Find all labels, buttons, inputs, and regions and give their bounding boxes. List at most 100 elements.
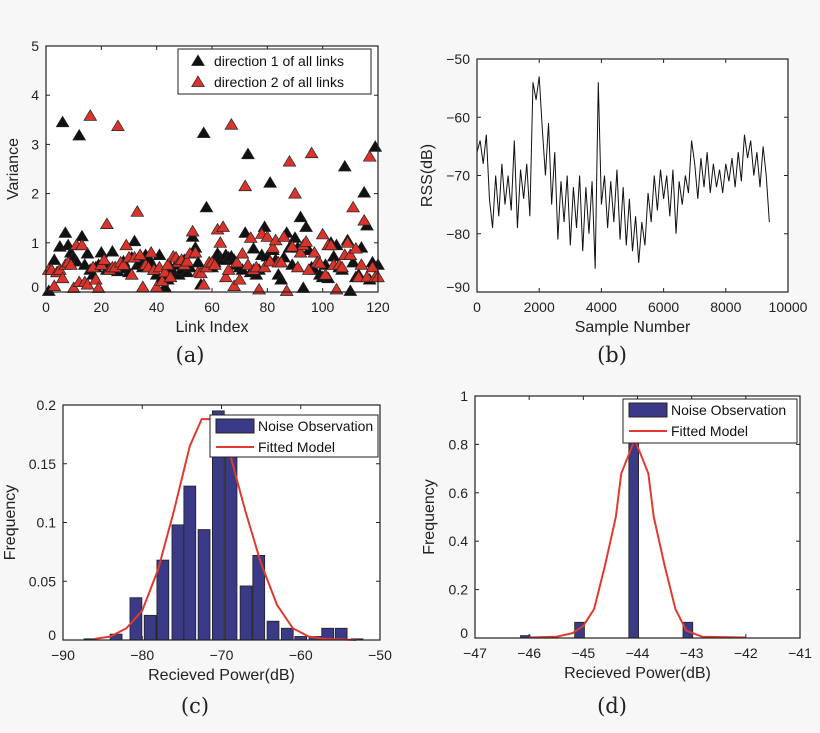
rss-series-line <box>476 76 770 269</box>
y-tick-label: 0.6 <box>449 485 469 501</box>
panel-b: 0 2000 4000 6000 8000 10000 −90 −80 −70 −60 −50 Sam… <box>419 51 808 367</box>
scatter-point-dir1 <box>337 159 352 172</box>
y-tick-label: 0 <box>48 627 56 643</box>
scatter-point-dir2 <box>227 279 242 291</box>
histogram-bar <box>266 620 280 641</box>
y-tick-label: 1 <box>31 235 39 251</box>
x-tick-label: 10000 <box>769 299 808 315</box>
scatter-point-dir2 <box>263 254 278 267</box>
x-tick-label: 0 <box>42 299 50 315</box>
legend-bar-swatch <box>215 418 255 434</box>
scatter-point-dir1 <box>105 244 120 257</box>
scatter-point-dir1 <box>357 185 372 198</box>
x-axis-label: Link Index <box>176 319 249 336</box>
x-tick-label: 20 <box>94 299 110 315</box>
x-axis-label: Recieved Power(dB) <box>148 667 295 684</box>
histogram-bar <box>156 559 170 641</box>
scatter-point-dir2 <box>124 268 139 280</box>
scatter-point-dir2 <box>348 242 363 254</box>
histogram-bar <box>682 621 694 639</box>
legend-label: Noise Observation <box>671 402 786 418</box>
scatter-point-dir1 <box>55 115 70 128</box>
x-tick-label: −50 <box>368 647 392 663</box>
legend-marker-triangle <box>191 54 205 66</box>
scatter-point-dir2 <box>218 270 233 283</box>
legend: Noise Observation Fitted Model <box>209 414 379 458</box>
scatter-point-dir1 <box>246 242 261 254</box>
y-tick-label: 2 <box>31 186 39 202</box>
y-tick-label: 0.2 <box>37 397 57 413</box>
axes-frame <box>474 395 801 639</box>
panel-caption: (d) <box>597 694 627 718</box>
x-tick-label: −44 <box>626 645 650 661</box>
scatter-point-dir2 <box>307 245 322 258</box>
y-tick-label: 0.1 <box>37 515 57 531</box>
y-tick-label: 3 <box>31 136 39 152</box>
scatter-point-dir2 <box>194 266 208 279</box>
scatter-point-dir2 <box>324 238 338 251</box>
scatter-point-dir1 <box>299 220 313 232</box>
scatter-point-dir2 <box>312 256 327 269</box>
scatter-point-dir2 <box>88 273 103 285</box>
x-tick-label: −41 <box>788 645 812 661</box>
x-tick-label: −42 <box>734 645 758 661</box>
scatter-point-dir2 <box>144 245 159 258</box>
scatter-point-dir2 <box>346 200 361 213</box>
scatter-point-dir2 <box>47 279 62 291</box>
scatter-point-dir2 <box>133 248 147 260</box>
legend-bar-swatch <box>628 402 668 418</box>
y-tick-label: −60 <box>446 109 470 125</box>
scatter-point-dir1 <box>77 258 92 270</box>
x-axis-label: Recieved Power(dB) <box>564 665 711 682</box>
y-tick-label: 4 <box>31 87 39 103</box>
histogram-bar <box>280 627 294 641</box>
axes-frame <box>45 45 379 293</box>
y-tick-label: 0.2 <box>449 582 469 598</box>
x-tick-label: −43 <box>680 645 704 661</box>
scatter-point-dir2 <box>63 258 78 270</box>
scatter-point-dir2 <box>288 186 302 199</box>
scatter-point-dir2 <box>185 224 200 237</box>
scatter-point-dir2 <box>304 146 319 159</box>
histogram-bar <box>334 627 348 641</box>
scatter-point-dir2 <box>265 241 280 253</box>
histogram-bar <box>171 524 185 641</box>
panel-d: −47 −46 −45 −44 −43 −42 −41 0 0.2 0.4 0.6 0.8 1 Noise… <box>421 388 812 718</box>
scatter-point-dir1 <box>72 128 87 141</box>
scatter-point-dir2 <box>285 240 300 252</box>
scatter-point-dir2 <box>274 255 289 268</box>
scatter-point-dir1 <box>127 234 142 247</box>
legend-label: direction 2 of all links <box>214 74 344 90</box>
scatter-point-dir1 <box>288 231 302 243</box>
scatter-point-dir2 <box>216 220 230 232</box>
x-tick-label: 100 <box>311 299 335 315</box>
legend: direction 1 of all links direction 2 of a… <box>177 48 372 95</box>
scatter-point-dir1 <box>47 253 62 265</box>
scatter-point-dir2 <box>343 248 358 260</box>
x-tick-label: −80 <box>130 647 154 663</box>
fitted-model-line <box>529 436 746 639</box>
histogram-bar <box>239 585 253 641</box>
scatter-point-dir2 <box>282 154 297 167</box>
scatter-point-dir2 <box>315 227 330 240</box>
scatter-point-dir2 <box>354 258 369 270</box>
panel-c: −90 −80 −70 −60 −50 0 0.05 0.1 0.15 0.2 Noise Obse… <box>2 397 392 718</box>
scatter-point-dir1 <box>343 284 358 296</box>
scatter-point-dir2 <box>116 258 131 270</box>
x-tick-label: 2000 <box>524 299 555 315</box>
legend: Noise Observation Fitted Model <box>622 398 798 444</box>
scatter-point-dir1 <box>274 273 289 285</box>
y-tick-label: 1 <box>460 388 468 404</box>
x-tick-label: 4000 <box>586 299 617 315</box>
scatter-point-dir2 <box>130 205 145 217</box>
histogram-bar <box>143 614 157 641</box>
x-tick-label: 0 <box>473 299 481 315</box>
scatter-point-dir2 <box>83 109 98 121</box>
scatter-point-dir2 <box>224 118 239 130</box>
scatter-point-dir2 <box>318 268 333 280</box>
scatter-point-dir2 <box>357 213 372 226</box>
scatter-point-dir2 <box>111 119 125 132</box>
axes-frame <box>62 404 381 641</box>
y-tick-label: 0.4 <box>449 533 469 549</box>
